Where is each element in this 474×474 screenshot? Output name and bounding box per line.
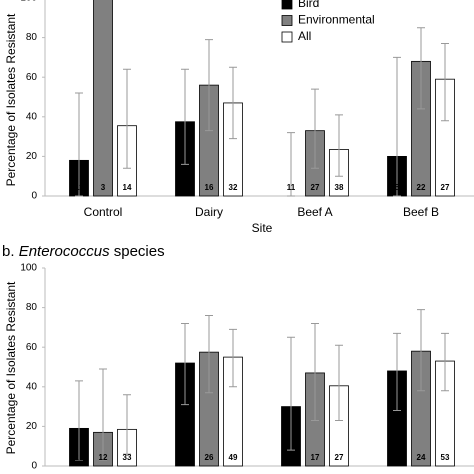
count-label: 38 [335,183,344,192]
y-axis-label: Percentage of Isolates Resistant [4,13,18,186]
legend-swatch [281,15,293,26]
error-bar [123,68,131,169]
count-label: 24 [417,453,426,462]
count-label: 23 [181,453,190,462]
y-tick-label: 80 [26,32,38,43]
error-bar [205,39,213,132]
y-tick-label: 100 [20,263,37,274]
legend-swatch [281,31,293,43]
error-bar [441,43,449,122]
count-label: 16 [205,183,214,192]
y-tick-label: 60 [26,342,38,353]
y-axis-label: Percentage of Isolates Resistant [4,281,18,454]
count-label: 33 [123,453,132,462]
error-bar [287,132,295,197]
count-label: 11 [287,183,296,192]
error-bar [99,368,107,461]
panel-title: b. Enterococcus species [2,243,165,260]
error-bar [417,27,425,110]
legend-label: Bird [298,0,319,10]
error-bar [311,88,319,169]
error-bar [393,56,401,197]
count-label: 21 [75,453,84,462]
x-axis-label: Site [252,221,273,235]
error-bar [229,66,237,140]
count-label: 3 [101,183,106,192]
error-bar [335,344,343,421]
x-tick-label: Beef A [297,205,332,219]
error-bar [181,322,189,406]
count-label: 16 [181,183,190,192]
legend-label: Environmental [298,13,375,27]
y-tick-label: 40 [26,111,38,122]
count-label: 22 [417,183,426,192]
count-label: 29 [393,453,402,462]
count-label: 5 [395,183,400,192]
error-bar [123,394,131,455]
error-bar [75,92,83,197]
count-label: 53 [441,453,450,462]
x-tick-label: Control [84,205,123,219]
y-tick-label: 40 [26,381,38,392]
y-tick-label: 0 [31,461,37,472]
y-tick-label: 0 [31,191,37,202]
y-tick-label: 80 [26,302,38,313]
count-label: 14 [123,183,132,192]
x-tick-label: Beef B [403,205,439,219]
error-bar [335,114,343,177]
count-label: 27 [335,453,344,462]
count-label: 27 [441,183,450,192]
count-label: 26 [205,453,214,462]
bar [93,0,113,197]
error-bar [75,380,83,461]
count-label: 12 [99,453,108,462]
legend-swatch [281,0,293,10]
error-bar [393,332,401,412]
error-bar [181,68,189,165]
count-label: 11 [75,183,84,192]
y-tick-label: 100 [20,0,37,4]
error-bar [441,332,449,392]
count-label: 32 [229,183,238,192]
count-label: 10 [287,453,296,462]
count-label: 27 [311,183,320,192]
error-bar [311,322,319,421]
count-label: 17 [311,453,320,462]
count-label: 49 [229,453,238,462]
error-bar [205,315,213,394]
legend-label: All [298,29,311,43]
y-tick-label: 20 [26,421,38,432]
y-tick-label: 60 [26,72,38,83]
error-bar [417,309,425,392]
error-bar [229,328,237,388]
error-bar [287,336,295,451]
y-tick-label: 20 [26,151,38,162]
x-tick-label: Dairy [195,205,223,219]
